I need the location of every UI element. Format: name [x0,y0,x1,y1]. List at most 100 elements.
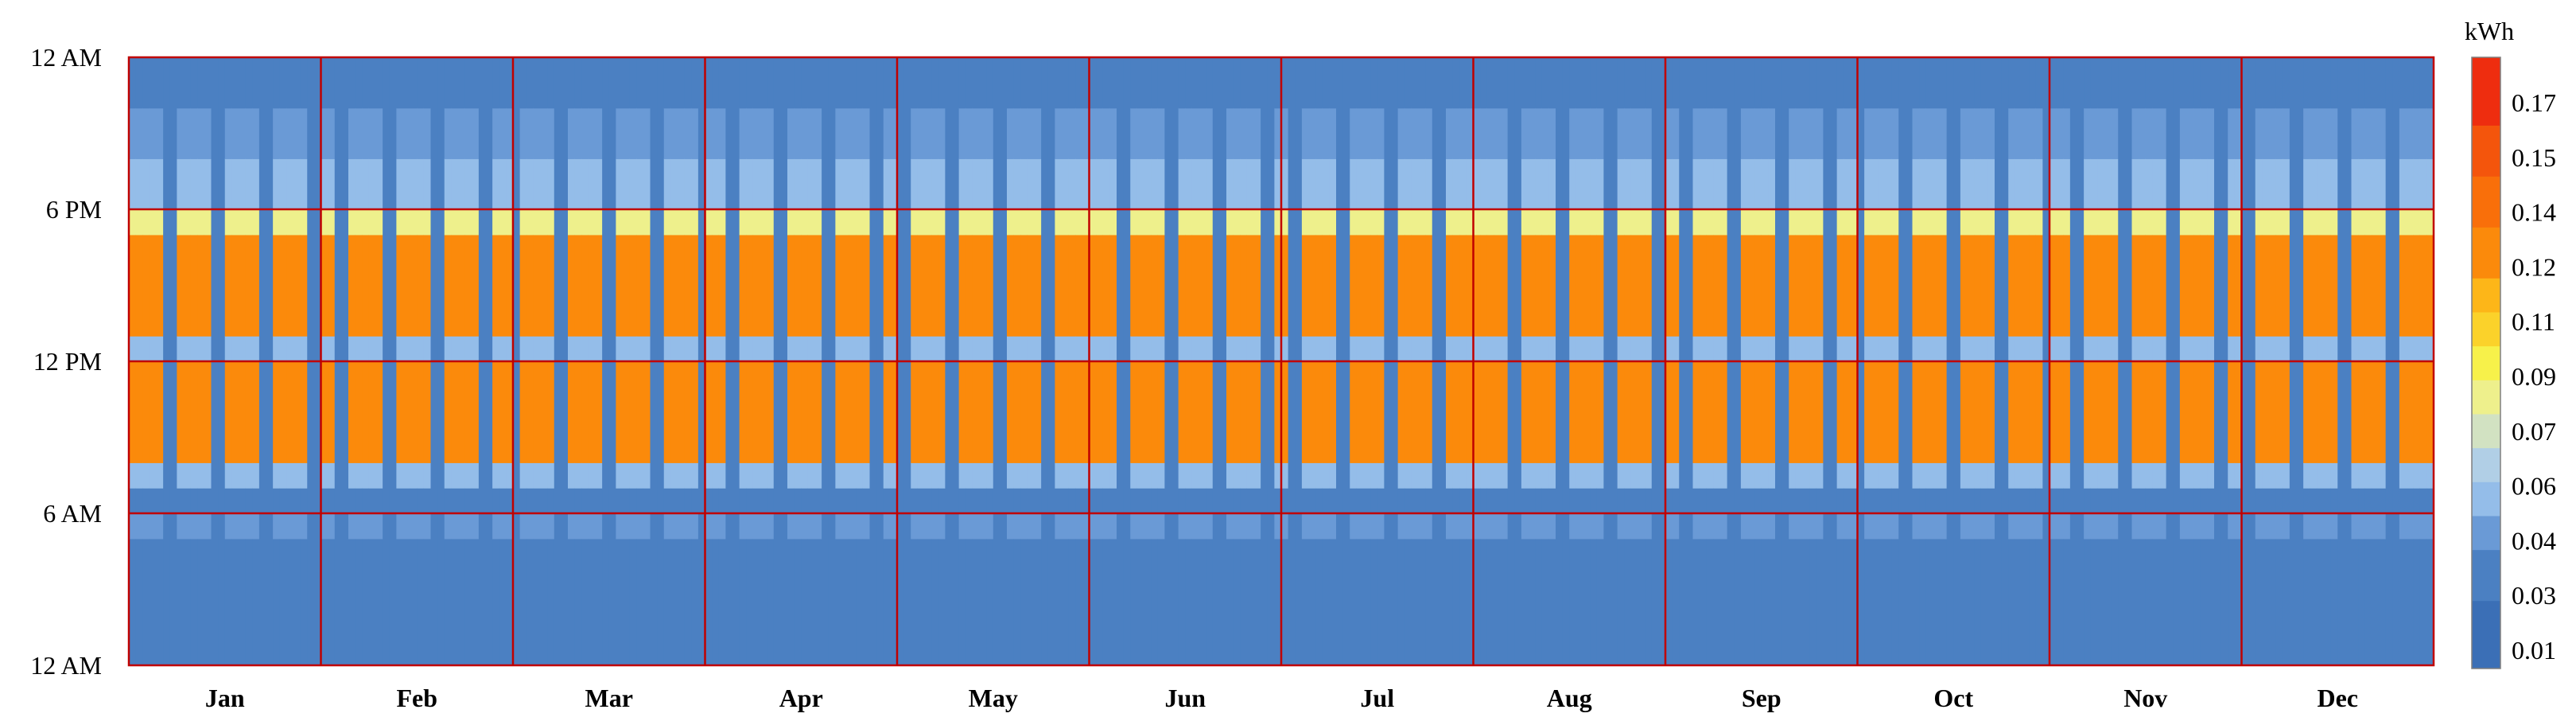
heatmap-cell [2330,462,2338,489]
heatmap-cell [1199,234,1206,337]
heatmap-cell [568,538,576,666]
heatmap-cell [1864,107,1872,159]
heatmap-cell [2426,462,2434,489]
heatmap-cell [375,57,383,109]
heatmap-cell [1617,513,1625,540]
heatmap-cell [705,513,713,540]
heatmap-cell [1590,336,1598,362]
heatmap-cell [746,158,754,210]
heatmap-cell [1795,57,1804,109]
heatmap-cell [1617,158,1625,210]
heatmap-cell [574,107,582,159]
heatmap-cell [691,513,699,540]
heatmap-cell [2207,57,2215,109]
heatmap-cell [2413,336,2421,362]
heatmap-cell [2406,107,2414,159]
heatmap-cell [2379,513,2387,540]
y-tick-label: 12 AM [30,43,102,72]
heatmap-cell [1548,361,1556,463]
heatmap-cell [2152,462,2160,489]
heatmap-cell [746,538,754,666]
heatmap-cell [2399,234,2407,337]
heatmap-cell [1452,488,1460,514]
heatmap-cell [752,158,761,210]
heatmap-cell [1473,336,1481,362]
heatmap-cell [1206,234,1214,337]
heatmap-cell [1768,158,1776,210]
heatmap-cell [1960,513,1968,540]
heatmap-cell [1082,107,1090,159]
heatmap-cell [1747,538,1755,666]
heatmap-cell [1130,107,1138,159]
heatmap-cell [746,513,754,540]
heatmap-cell [862,488,871,514]
x-tick-label: Oct [1933,684,1973,712]
heatmap-cell [444,234,452,337]
heatmap-cell [1850,462,1859,489]
heatmap-cell [1411,462,1420,489]
heatmap-cell [1370,336,1378,362]
heatmap-cell [2317,209,2325,236]
heatmap-cell [2324,107,2332,159]
heatmap-cell [663,488,671,514]
heatmap-cell [1370,513,1378,540]
heatmap-cell [1350,336,1358,362]
heatmap-cell [1494,513,1502,540]
heatmap-cell [375,513,383,540]
heatmap-cell [2131,488,2139,514]
heatmap-cell [684,107,692,159]
heatmap-cell [2008,234,2016,337]
heatmap-cell [1720,488,1728,514]
heatmap-cell [2159,336,2167,362]
heatmap-cell [1308,158,1316,210]
heatmap-cell [2139,209,2147,236]
heatmap-cell [1528,158,1536,210]
heatmap-cell [2131,107,2139,159]
heatmap-cell [663,234,671,337]
heatmap-cell [1885,107,1893,159]
heatmap-cell [595,538,603,666]
heatmap-cell [924,158,932,210]
heatmap-cell [1425,462,1433,489]
heatmap-cell [801,158,809,210]
heatmap-cell [1109,57,1117,109]
heatmap-cell [1185,513,1193,540]
heatmap-cell [814,158,822,210]
heatmap-cell [1919,513,1927,540]
heatmap-cell [129,57,137,109]
heatmap-cell [1974,209,1982,236]
heatmap-cell [636,538,644,666]
heatmap-cell [2310,513,2318,540]
heatmap-cell [355,209,363,236]
heatmap-cell [2317,538,2325,666]
heatmap-cell [1075,462,1083,489]
heatmap-cell [643,158,651,210]
heatmap-cell [1199,538,1206,666]
heatmap-cell [458,361,466,463]
heatmap-cell [1370,57,1378,109]
heatmap-cell [499,209,507,236]
heatmap-cell [423,209,432,236]
heatmap-cell [279,158,287,210]
heatmap-cell [273,361,281,463]
heatmap-cell [2406,209,2414,236]
heatmap-cell [2090,107,2098,159]
heatmap-cell [279,513,287,540]
heatmap-cell [718,336,726,362]
heatmap-cell [1925,209,1933,236]
heatmap-cell [2035,209,2043,236]
heatmap-cell [300,336,308,362]
heatmap-cell [972,488,981,514]
heatmap-cell [2131,462,2139,489]
heatmap-cell [1446,488,1454,514]
heatmap-cell [924,462,932,489]
heatmap-cell [2358,361,2366,463]
heatmap-cell [417,209,425,236]
heatmap-cell [2015,538,2023,666]
heatmap-cell [2090,57,2098,109]
heatmap-cell [835,361,843,463]
heatmap-cell [1569,336,1577,362]
heatmap-cell [1253,234,1261,337]
heatmap-cell [1761,488,1769,514]
heatmap-cell [1548,336,1556,362]
